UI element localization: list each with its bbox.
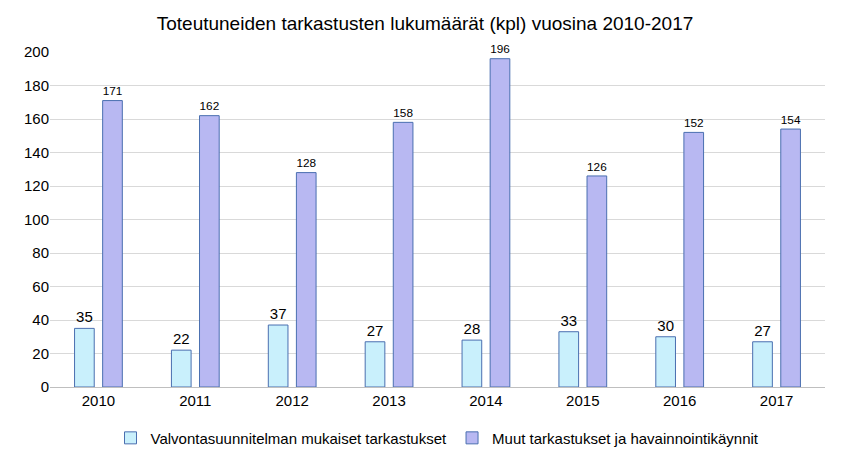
svg-text:27: 27 xyxy=(754,322,771,339)
svg-text:33: 33 xyxy=(560,312,577,329)
svg-text:171: 171 xyxy=(103,84,123,97)
svg-text:154: 154 xyxy=(781,113,801,126)
svg-text:2010: 2010 xyxy=(82,392,115,409)
svg-text:2013: 2013 xyxy=(372,392,405,409)
svg-text:27: 27 xyxy=(367,322,384,339)
svg-text:158: 158 xyxy=(393,106,413,119)
svg-text:140: 140 xyxy=(24,144,49,161)
svg-text:200: 200 xyxy=(24,43,49,60)
svg-text:60: 60 xyxy=(32,278,49,295)
svg-text:120: 120 xyxy=(24,177,49,194)
svg-text:Toteutuneiden tarkastusten luk: Toteutuneiden tarkastusten lukumäärät (k… xyxy=(157,13,694,34)
svg-text:80: 80 xyxy=(32,244,49,261)
svg-text:180: 180 xyxy=(24,77,49,94)
svg-text:126: 126 xyxy=(587,160,607,173)
svg-text:196: 196 xyxy=(490,42,510,55)
svg-text:128: 128 xyxy=(296,156,316,169)
svg-text:Valvontasuunnitelman mukaiset: Valvontasuunnitelman mukaiset tarkastuks… xyxy=(151,430,448,447)
svg-text:2017: 2017 xyxy=(760,392,793,409)
svg-text:28: 28 xyxy=(464,320,481,337)
svg-text:35: 35 xyxy=(76,308,93,325)
svg-text:22: 22 xyxy=(173,330,190,347)
svg-text:2014: 2014 xyxy=(469,392,502,409)
svg-text:100: 100 xyxy=(24,211,49,228)
svg-text:2012: 2012 xyxy=(276,392,309,409)
svg-text:37: 37 xyxy=(270,305,287,322)
svg-text:2015: 2015 xyxy=(566,392,599,409)
svg-text:152: 152 xyxy=(684,116,704,129)
svg-text:162: 162 xyxy=(200,99,220,112)
svg-text:2016: 2016 xyxy=(663,392,696,409)
svg-text:2011: 2011 xyxy=(179,392,211,409)
svg-text:20: 20 xyxy=(32,345,49,362)
svg-text:Muut tarkastukset ja havainnoi: Muut tarkastukset ja havainnointikäynnit xyxy=(492,430,759,447)
svg-text:160: 160 xyxy=(24,110,49,127)
svg-text:40: 40 xyxy=(32,311,49,328)
svg-text:0: 0 xyxy=(41,378,49,395)
svg-text:30: 30 xyxy=(657,317,674,334)
